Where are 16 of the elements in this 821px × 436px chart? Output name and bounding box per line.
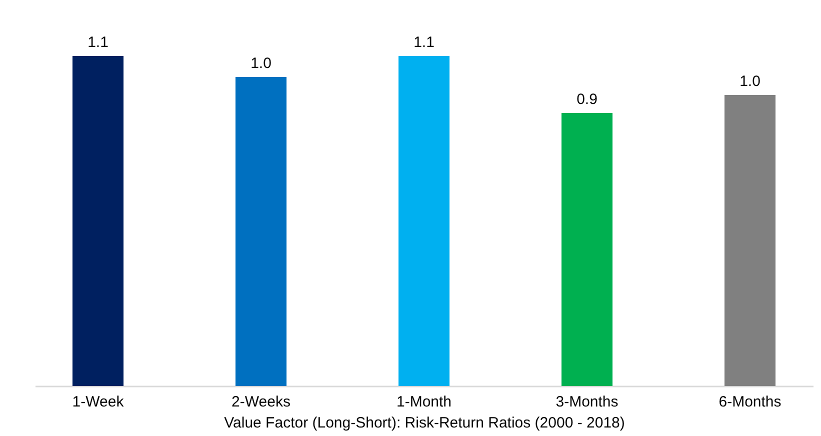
bar	[724, 95, 776, 386]
bar	[72, 56, 124, 386]
x-tick-label: 2-Weeks	[232, 394, 290, 410]
x-axis-title: Value Factor (Long-Short): Risk-Return Ratios (2000 - 2018)	[224, 414, 625, 432]
bar	[398, 56, 450, 386]
x-tick-label: 1-Week	[72, 394, 124, 410]
x-tick-label: 1-Month	[396, 394, 452, 410]
data-label: 1.0	[740, 73, 760, 90]
bar	[561, 113, 613, 386]
data-label: 1.0	[250, 55, 272, 72]
bar	[235, 77, 287, 386]
x-tick-label: 6-Months	[718, 394, 782, 410]
data-label: 1.1	[88, 34, 108, 51]
data-label: 1.1	[414, 34, 434, 51]
x-tick-label: 3-Months	[556, 394, 618, 410]
data-label: 0.9	[576, 91, 598, 108]
